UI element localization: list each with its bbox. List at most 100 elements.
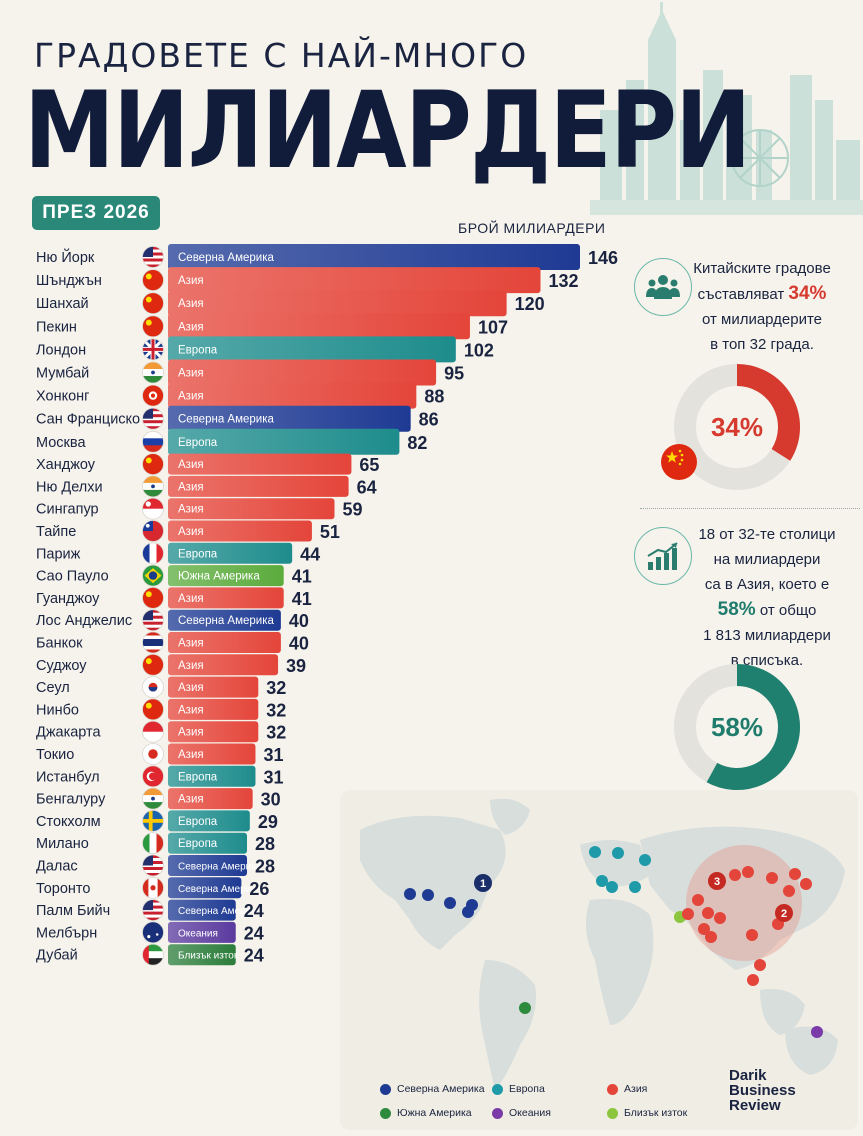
flag-part (145, 658, 152, 665)
flag-border (142, 361, 164, 384)
flag-part (142, 958, 164, 966)
china-donut-label: 34% (710, 412, 764, 442)
map-city-dot (596, 875, 608, 887)
bar-row: Ню Делхи Азия 64 (36, 475, 377, 497)
bar (168, 405, 411, 432)
city-label: Торонто (36, 881, 90, 897)
value-label: 26 (249, 879, 269, 899)
flag-border (142, 743, 164, 765)
region-label: Азия (178, 321, 204, 333)
flag-border (142, 854, 164, 877)
flag-part (142, 944, 164, 952)
bar-row: Джакарта Азия 32 (36, 720, 286, 743)
flag-in-icon (142, 362, 164, 383)
flag-ca-icon (142, 877, 164, 899)
region-label: Северна Америка (178, 252, 274, 264)
bar (168, 267, 541, 294)
flag-part (145, 273, 152, 280)
city-label: Банкок (36, 636, 83, 652)
flag-border (142, 720, 164, 743)
value-label: 40 (289, 611, 309, 631)
value-label: 40 (289, 634, 309, 654)
bar (168, 498, 335, 520)
bar (168, 453, 352, 475)
map-city-dot (746, 929, 758, 941)
flag-part (151, 370, 155, 375)
bar-row: Шанхай Азия 120 (36, 290, 545, 317)
region-label: Азия (178, 682, 204, 694)
flag-kr-icon (142, 676, 164, 698)
region-label: Европа (178, 548, 218, 560)
flag-part (150, 393, 156, 398)
flag-part (155, 933, 159, 936)
region-label: Азия (178, 749, 204, 761)
bar (168, 788, 253, 810)
flag-border (142, 292, 164, 315)
map-city-dot (729, 869, 741, 881)
legend-item-asia: Азия (607, 1083, 647, 1095)
flag-part (142, 646, 164, 650)
flag-part (156, 542, 164, 564)
flag-part (142, 621, 164, 625)
flag-part (142, 877, 149, 899)
bar (168, 698, 259, 720)
flag-fr-icon (142, 542, 164, 564)
flag-part (142, 855, 153, 866)
value-label: 86 (419, 410, 439, 430)
bar (168, 609, 281, 631)
bar (168, 832, 248, 854)
region-label: Азия (178, 727, 204, 739)
map-city-dot (692, 894, 704, 906)
bar-row: Милано Европа 28 (36, 832, 275, 854)
world-map: 1 2 3 (340, 790, 858, 1130)
asia-stat-suffix: от общо (755, 602, 817, 619)
bar (168, 565, 284, 587)
flag-part (149, 772, 157, 781)
value-label: 65 (359, 455, 379, 475)
flag-part (142, 261, 164, 265)
flag-th-icon (142, 632, 164, 653)
flag-part (145, 457, 152, 464)
map-city-dot (705, 931, 717, 943)
flag-tw-icon (142, 520, 164, 542)
donut-segment (736, 364, 800, 461)
map-marker-1: 1 (474, 874, 492, 892)
flag-border (142, 765, 164, 788)
bar-row: Ханджоу Азия 65 (36, 453, 379, 476)
bar (168, 359, 437, 386)
city-label: Сао Пауло (36, 569, 109, 585)
flag-part (142, 624, 164, 628)
flag-part (142, 802, 164, 810)
value-label: 146 (588, 248, 618, 268)
asia-stat-line4: 58% от общо (692, 597, 842, 623)
flag-us-icon (142, 246, 164, 268)
map-city-dot (702, 907, 714, 919)
china-stat-text: Китайските градове съставляват 34% от ми… (692, 256, 832, 357)
city-label: Шънджън (36, 273, 102, 289)
value-label: 82 (407, 433, 427, 453)
flag-part (145, 702, 152, 709)
flag-part (142, 246, 153, 257)
flag-part (142, 609, 153, 621)
flag-cn-icon (142, 654, 164, 676)
region-label: Европа (178, 816, 218, 828)
flag-border (142, 453, 164, 476)
bar-row: Сао Пауло Южна Америка 41 (36, 564, 312, 587)
china-stat-line2: съставляват 34% (692, 281, 832, 307)
china-stat-line4: в топ 32 града. (710, 336, 814, 353)
value-label: 102 (464, 340, 494, 360)
value-label: 64 (357, 477, 377, 497)
bar-row: Нинбо Азия 32 (36, 698, 286, 720)
value-label: 32 (266, 678, 286, 698)
growth-chart-icon (634, 527, 692, 585)
flag-id-icon (142, 721, 164, 743)
legend-item-middle-east: Близък изток (607, 1107, 687, 1119)
asia-stat-line1: 18 от 32-те столици (698, 526, 836, 543)
flag-us-icon (142, 899, 164, 921)
legend-dot (380, 1107, 391, 1119)
flag-part (142, 819, 164, 823)
city-label: Сан Франциско (36, 412, 140, 428)
